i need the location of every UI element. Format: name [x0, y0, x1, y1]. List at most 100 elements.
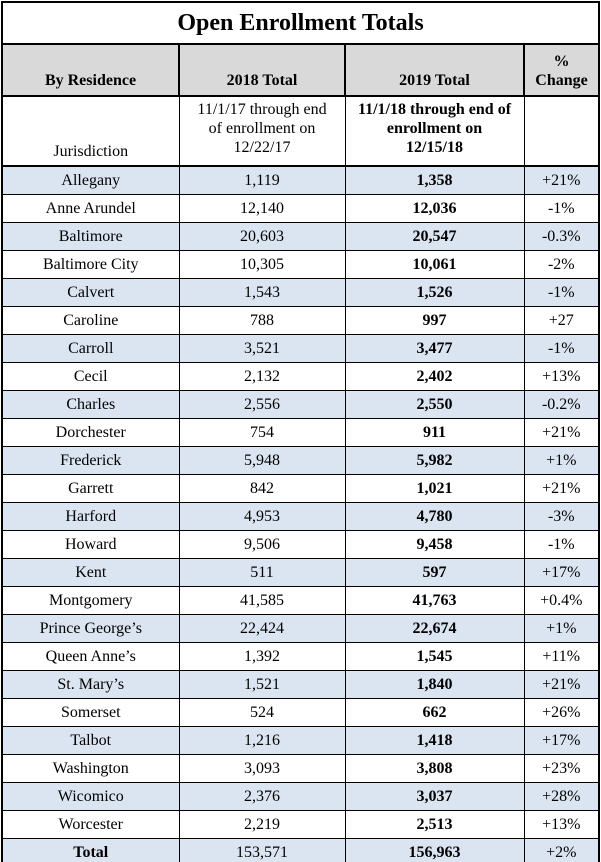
total-2019-cell: 2,550 [344, 390, 525, 419]
page-title: Open Enrollment Totals [0, 1, 601, 45]
pct-change-cell: +0.4% [523, 586, 600, 615]
total-row: Total 153,571 156,963 +2% [1, 838, 600, 862]
total-2018-cell: 1,119 [178, 165, 346, 195]
total-2019-cell: 5,982 [344, 446, 525, 475]
jurisdiction-cell: Calvert [1, 278, 180, 307]
total-2018-cell: 10,305 [178, 250, 346, 279]
pct-change-cell: +13% [523, 362, 600, 391]
total-2019-cell: 1,545 [344, 642, 525, 671]
pct-change-cell: +28% [523, 782, 600, 811]
jurisdiction-cell: Baltimore [1, 222, 180, 251]
total-2019-cell: 597 [344, 558, 525, 587]
total-2019-cell: 1,418 [344, 726, 525, 755]
table-row: Dorchester 754 911 +21% [1, 418, 600, 447]
total-2019-cell: 1,021 [344, 474, 525, 503]
total-pct-change-cell: +2% [523, 838, 600, 862]
table-row: Queen Anne’s 1,392 1,545 +11% [1, 642, 600, 671]
table-row: Montgomery 41,585 41,763 +0.4% [1, 586, 600, 615]
jurisdiction-cell: Worcester [1, 810, 180, 839]
total-2018-cell: 5,948 [178, 446, 346, 475]
total-2019-cell: 1,358 [344, 165, 525, 195]
jurisdiction-cell: Frederick [1, 446, 180, 475]
total-2018-cell: 788 [178, 306, 346, 335]
total-2018-cell: 1,521 [178, 670, 346, 699]
subheader-pct-empty [523, 95, 600, 167]
total-2019-cell: 20,547 [344, 222, 525, 251]
jurisdiction-cell: Allegany [1, 165, 180, 195]
column-header-residence: By Residence [1, 43, 180, 97]
subheader-row: Jurisdiction 11/1/17 through end of enro… [1, 95, 600, 167]
pct-change-cell: -1% [523, 194, 600, 223]
column-header-row: By Residence 2018 Total 2019 Total % Cha… [1, 43, 601, 97]
jurisdiction-cell: Howard [1, 530, 180, 559]
jurisdiction-cell: Cecil [1, 362, 180, 391]
jurisdiction-cell: Queen Anne’s [1, 642, 180, 671]
column-header-2019-total: 2019 Total [344, 43, 525, 97]
pct-change-cell: -0.3% [523, 222, 600, 251]
total-2018-cell: 12,140 [178, 194, 346, 223]
column-header-2018-total: 2018 Total [178, 43, 346, 97]
pct-change-cell: +26% [523, 698, 600, 727]
table-row: St. Mary’s 1,521 1,840 +21% [1, 670, 600, 699]
total-2019-cell: 911 [344, 418, 525, 447]
pct-change-cell: +21% [523, 670, 600, 699]
total-2018-cell: 2,219 [178, 810, 346, 839]
table-row: Wicomico 2,376 3,037 +28% [1, 782, 600, 811]
jurisdiction-cell: Carroll [1, 334, 180, 363]
pct-change-cell: +23% [523, 754, 600, 783]
table-title-row: Open Enrollment Totals [0, 1, 601, 45]
total-2018-cell: 2,556 [178, 390, 346, 419]
jurisdiction-cell: Harford [1, 502, 180, 531]
table-row: Anne Arundel 12,140 12,036 -1% [1, 194, 600, 223]
table-row: Caroline 788 997 +27 [1, 306, 600, 335]
pct-change-cell: -1% [523, 334, 600, 363]
table-row: Prince George’s 22,424 22,674 +1% [1, 614, 600, 643]
total-2018-cell: 1,543 [178, 278, 346, 307]
pct-change-cell: +11% [523, 642, 600, 671]
table-row: Baltimore City 10,305 10,061 -2% [1, 250, 600, 279]
pct-change-cell: +1% [523, 446, 600, 475]
jurisdiction-cell: Kent [1, 558, 180, 587]
column-header-pct-change: % Change [522, 43, 601, 97]
pct-change-cell: +17% [523, 726, 600, 755]
total-2018-cell: 153,571 [178, 838, 346, 862]
total-2018-cell: 3,093 [178, 754, 346, 783]
jurisdiction-cell: Baltimore City [1, 250, 180, 279]
total-label-cell: Total [1, 838, 180, 862]
pct-change-cell: +17% [523, 558, 600, 587]
total-2019-cell: 2,513 [344, 810, 525, 839]
table-row: Frederick 5,948 5,982 +1% [1, 446, 600, 475]
total-2018-cell: 1,216 [178, 726, 346, 755]
table-row: Garrett 842 1,021 +21% [1, 474, 600, 503]
pct-change-cell: -1% [523, 278, 600, 307]
total-2018-cell: 2,376 [178, 782, 346, 811]
total-2018-cell: 4,953 [178, 502, 346, 531]
table-row: Washington 3,093 3,808 +23% [1, 754, 600, 783]
jurisdiction-cell: Talbot [1, 726, 180, 755]
jurisdiction-cell: Dorchester [1, 418, 180, 447]
total-2019-cell: 3,808 [344, 754, 525, 783]
jurisdiction-cell: Washington [1, 754, 180, 783]
total-2019-cell: 1,840 [344, 670, 525, 699]
table-row: Harford 4,953 4,780 -3% [1, 502, 600, 531]
table-row: Worcester 2,219 2,513 +13% [1, 810, 600, 839]
pct-change-cell: +1% [523, 614, 600, 643]
total-2019-cell: 22,674 [344, 614, 525, 643]
subheader-2018-range: 11/1/17 through end of enrollment on 12/… [178, 95, 346, 167]
total-2019-cell: 10,061 [344, 250, 525, 279]
pct-change-cell: +27 [523, 306, 600, 335]
table-row: Cecil 2,132 2,402 +13% [1, 362, 600, 391]
table-row: Baltimore 20,603 20,547 -0.3% [1, 222, 600, 251]
total-2018-cell: 1,392 [178, 642, 346, 671]
subheader-jurisdiction: Jurisdiction [1, 95, 180, 167]
jurisdiction-cell: Prince George’s [1, 614, 180, 643]
total-2019-cell: 156,963 [344, 838, 525, 862]
total-2018-cell: 9,506 [178, 530, 346, 559]
table-row: Somerset 524 662 +26% [1, 698, 600, 727]
total-2019-cell: 1,526 [344, 278, 525, 307]
total-2019-cell: 3,477 [344, 334, 525, 363]
total-2019-cell: 9,458 [344, 530, 525, 559]
table-row: Kent 511 597 +17% [1, 558, 600, 587]
table-row: Charles 2,556 2,550 -0.2% [1, 390, 600, 419]
